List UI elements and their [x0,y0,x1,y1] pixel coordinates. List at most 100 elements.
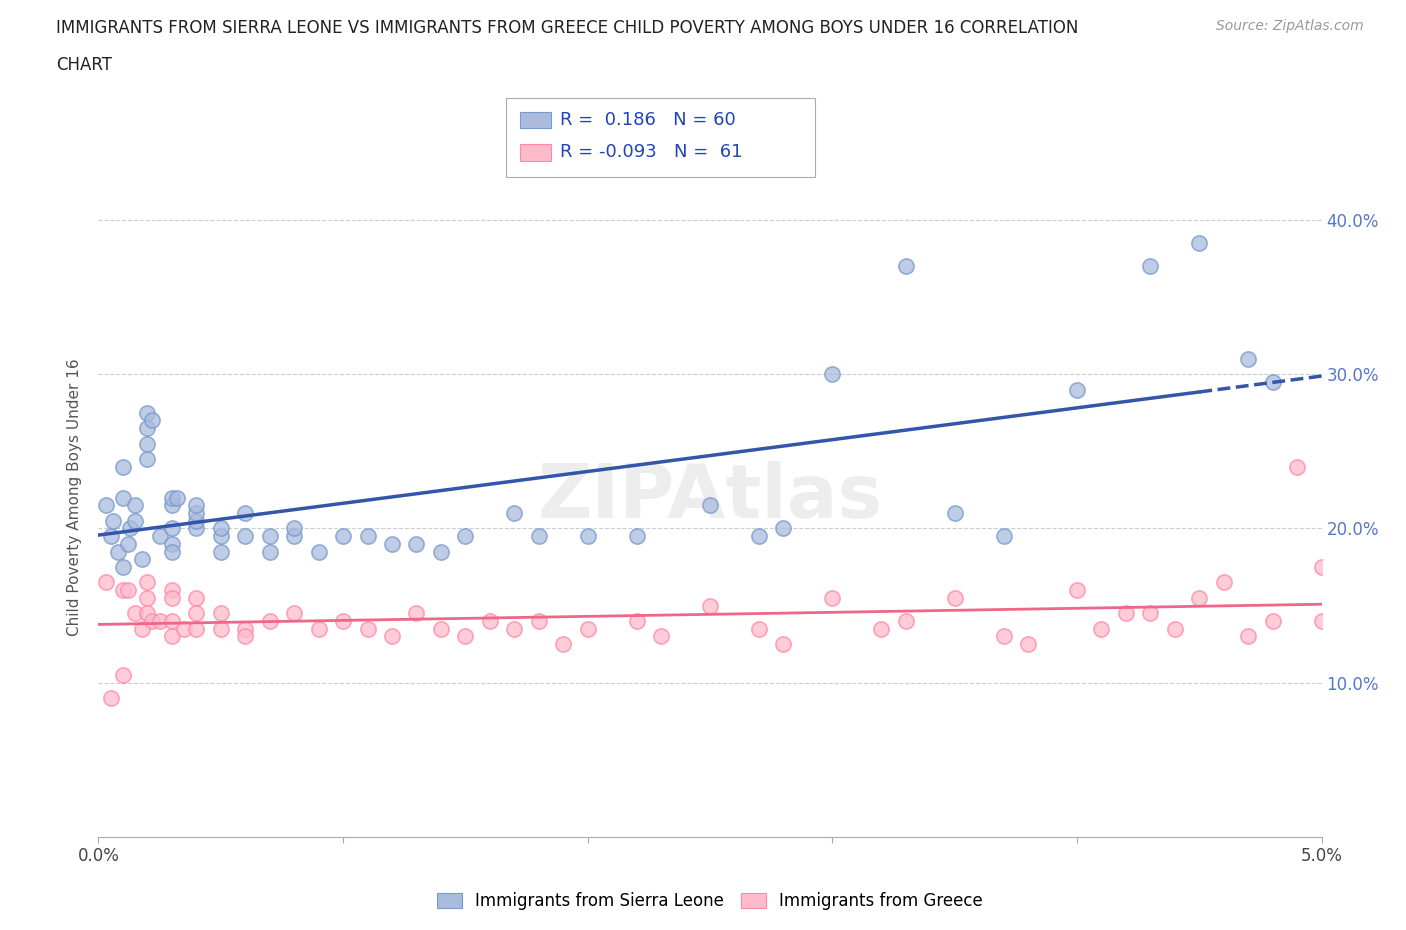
Point [308,544,330,559]
Text: R = -0.093   N =  61: R = -0.093 N = 61 [560,142,742,161]
Point [233,621,256,636]
Point [821,366,844,381]
Point [100,691,122,706]
Point [699,498,721,512]
Point [1188,591,1211,605]
Point [259,614,281,629]
Point [553,637,575,652]
Point [943,506,966,521]
Point [160,629,183,644]
Point [259,528,281,543]
Point [94,575,117,590]
Point [233,506,256,521]
Point [136,420,159,435]
Y-axis label: Child Poverty Among Boys Under 16: Child Poverty Among Boys Under 16 [67,359,83,636]
Point [527,528,550,543]
Point [111,668,134,683]
Point [186,621,208,636]
Point [1261,375,1284,390]
Point [699,598,721,613]
Point [748,621,770,636]
Point [576,528,599,543]
Point [186,506,208,521]
Point [283,521,305,536]
Point [993,629,1015,644]
Point [233,528,256,543]
Point [111,490,134,505]
Point [166,490,188,505]
Point [356,621,378,636]
Text: CHART: CHART [56,56,112,73]
Point [149,528,172,543]
Point [1188,235,1211,250]
Point [503,621,526,636]
Point [1261,614,1284,629]
Point [894,259,917,273]
Point [308,621,330,636]
Point [259,544,281,559]
Point [124,498,146,512]
Point [173,621,195,636]
Point [186,591,208,605]
Point [136,575,159,590]
Point [101,513,124,528]
Point [233,629,256,644]
Point [626,528,648,543]
Point [1139,259,1161,273]
Point [1066,382,1088,397]
Point [124,605,146,620]
Point [160,490,183,505]
Text: IMMIGRANTS FROM SIERRA LEONE VS IMMIGRANTS FROM GREECE CHILD POVERTY AMONG BOYS : IMMIGRANTS FROM SIERRA LEONE VS IMMIGRAN… [56,19,1078,36]
Point [478,614,501,629]
Point [430,544,453,559]
Point [160,583,183,598]
Point [748,528,770,543]
Point [209,521,232,536]
Point [381,629,404,644]
Point [1164,621,1187,636]
Point [111,583,134,598]
Point [405,537,427,551]
Point [209,528,232,543]
Point [356,528,378,543]
Point [186,605,208,620]
Point [454,629,477,644]
Point [454,528,477,543]
Point [160,544,183,559]
Text: R =  0.186   N = 60: R = 0.186 N = 60 [560,111,735,129]
Point [131,621,153,636]
Point [527,614,550,629]
Point [332,614,354,629]
Point [283,528,305,543]
Point [332,528,354,543]
Point [1237,352,1260,366]
Point [117,583,139,598]
Point [186,498,208,512]
Point [160,591,183,605]
Point [1310,614,1333,629]
Point [1017,637,1039,652]
Point [107,544,129,559]
Point [209,544,232,559]
Point [160,614,183,629]
Point [1139,605,1161,620]
Point [870,621,893,636]
Point [136,405,159,420]
Point [993,528,1015,543]
Point [1310,560,1333,575]
Point [430,621,453,636]
Point [209,621,232,636]
Point [160,498,183,512]
Point [1090,621,1112,636]
Point [1115,605,1137,620]
Point [772,521,794,536]
Point [626,614,648,629]
Point [117,537,139,551]
Point [1286,459,1309,474]
Point [650,629,672,644]
Point [576,621,599,636]
Point [772,637,794,652]
Point [381,537,404,551]
Point [111,459,134,474]
Point [1066,583,1088,598]
